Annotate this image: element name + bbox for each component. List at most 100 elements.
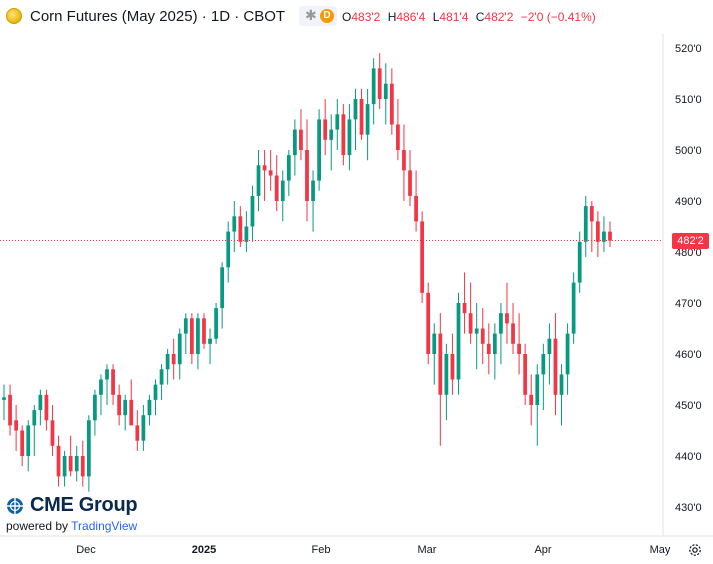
candle-body [486, 343, 491, 354]
candle-body [256, 165, 261, 196]
candle-body [274, 175, 279, 201]
ohlc-low-value: 481'4 [439, 10, 469, 24]
candle-body [147, 399, 152, 416]
candle-body [577, 241, 582, 283]
y-tick-label: 490'0 [675, 196, 702, 208]
candle-body [608, 231, 612, 241]
x-tick-label: Feb [312, 544, 331, 556]
candle-body [183, 318, 188, 334]
cme-logo-text: CME Group [30, 494, 138, 516]
candle-body [535, 374, 540, 405]
candle-body [414, 195, 418, 222]
tradingview-link[interactable]: TradingView [71, 519, 138, 533]
candle-body [547, 338, 552, 354]
candle-body [250, 195, 255, 227]
candle-body [117, 394, 122, 416]
y-tick-label: 480'0 [675, 247, 702, 259]
powered-by-prefix: powered by [6, 519, 69, 533]
candle-body [396, 124, 400, 150]
candle-body [165, 354, 170, 370]
candle-body [62, 456, 67, 477]
settings-gear-icon[interactable] [688, 543, 702, 557]
candle-body [371, 68, 376, 105]
ohlc-close-value: 482'2 [484, 10, 514, 24]
cme-globe-icon [7, 498, 23, 514]
symbol-title[interactable]: Corn Futures (May 2025) · 1D · CBOT [30, 8, 286, 25]
x-tick-label: 2025 [192, 544, 216, 556]
candle-body [86, 420, 91, 477]
candle-body [80, 456, 85, 477]
candle-body [450, 354, 455, 380]
candle-body [32, 410, 37, 426]
delayed-star-icon: ✱ [305, 7, 317, 23]
candle-body [596, 221, 600, 242]
candle-body [20, 430, 25, 456]
candle-body [50, 420, 55, 446]
candle-body [38, 394, 43, 411]
candle-body [74, 456, 79, 472]
ohlc-high-value: 486'4 [396, 10, 426, 24]
candle-body [68, 456, 73, 472]
x-tick-label: Mar [418, 544, 437, 556]
ohlc-close-key: C [475, 10, 485, 24]
candle-body [426, 292, 431, 354]
candle-body [153, 384, 158, 400]
candle-body [353, 99, 358, 120]
candle-body [589, 206, 594, 222]
candle-body [268, 170, 273, 176]
candle-body [286, 155, 291, 181]
candle-body [305, 150, 309, 201]
candle-body [293, 129, 297, 156]
candle-body [602, 231, 606, 242]
candle-body [474, 328, 479, 334]
candle-body [208, 338, 212, 344]
candle-body [14, 420, 18, 431]
candle-body [480, 328, 485, 344]
last-price-label: 482'2 [672, 233, 709, 249]
candle-body [511, 323, 515, 344]
candle-body [505, 313, 509, 324]
corn-symbol-icon[interactable] [6, 8, 22, 24]
candle-body [171, 354, 176, 365]
candle-body [99, 379, 103, 395]
candle-body [383, 83, 388, 99]
y-tick-label: 520'0 [675, 43, 702, 55]
candle-body [123, 399, 128, 416]
status-badge[interactable]: ✱ D [299, 6, 337, 26]
powered-by[interactable]: powered by TradingView [6, 519, 137, 533]
candle-body [299, 129, 303, 150]
candle-body [111, 369, 115, 395]
candle-body [341, 114, 346, 156]
candle-body [444, 354, 449, 395]
candle-body [438, 333, 443, 395]
candle-body [402, 150, 406, 171]
candle-body [432, 333, 437, 354]
ohlc-high-key: H [387, 10, 397, 24]
candle-body [238, 216, 243, 242]
x-tick-label: Dec [76, 544, 96, 556]
candle-body [2, 397, 6, 400]
ohlc-open-key: O [342, 10, 352, 24]
candle-body [56, 445, 61, 477]
candle-body [420, 221, 425, 293]
candle-body [244, 226, 249, 242]
candle-body [135, 425, 140, 441]
candle-body [492, 333, 497, 354]
candle-body [226, 231, 231, 268]
delayed-data-icon: D [320, 9, 334, 23]
candle-body [408, 170, 412, 196]
y-tick-label: 430'0 [675, 502, 702, 514]
candle-body [44, 394, 49, 421]
ohlc-readout: O483'2 H486'4 L481'4 C482'2 −2'0 (−0.41%… [342, 10, 600, 24]
y-tick-label: 440'0 [675, 451, 702, 463]
y-tick-label: 450'0 [675, 400, 702, 412]
candle-body [377, 68, 382, 99]
candle-body [365, 104, 370, 135]
candle-body [189, 318, 194, 354]
candle-body [583, 206, 588, 242]
candle-body [329, 129, 334, 140]
ohlc-open-value: 483'2 [351, 10, 381, 24]
ohlc-change-value: −2'0 (−0.41%) [520, 10, 596, 24]
candle-body [159, 369, 164, 385]
